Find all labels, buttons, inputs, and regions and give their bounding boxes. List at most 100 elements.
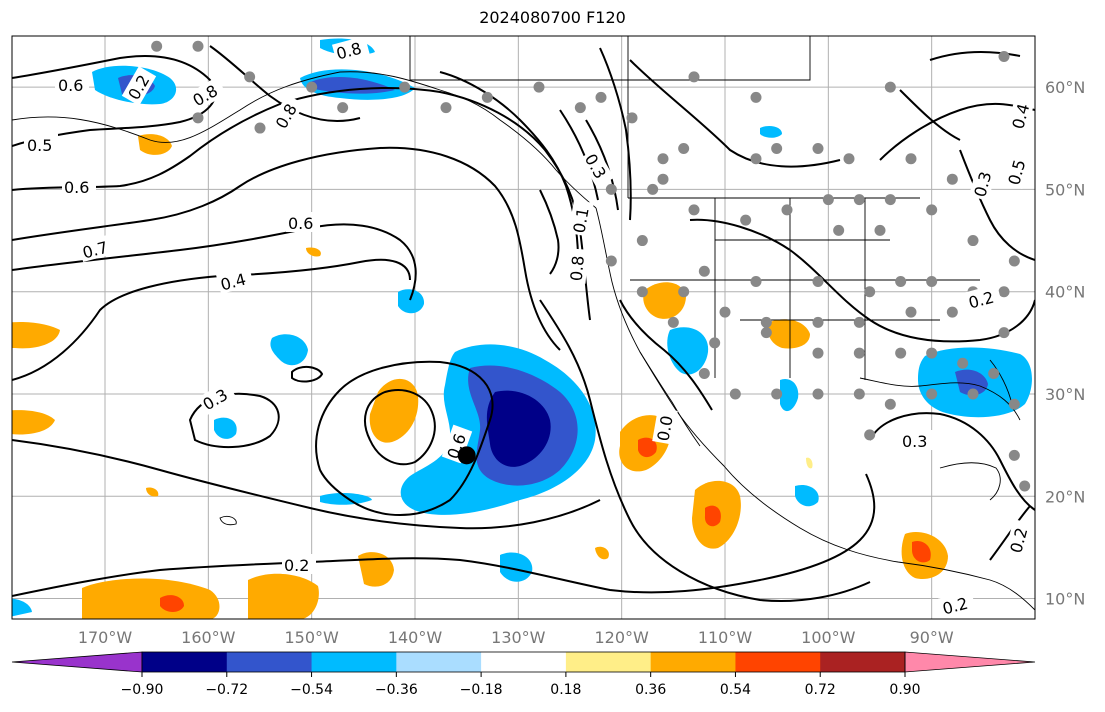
- station-point: [822, 194, 834, 206]
- station-point: [1008, 398, 1020, 410]
- contour-line: [539, 299, 871, 603]
- latitude-tick-label: 10°N: [1045, 590, 1085, 609]
- latitude-tick-label: 60°N: [1045, 78, 1085, 97]
- latitude-tick-label: 30°N: [1045, 385, 1085, 404]
- station-point: [192, 40, 204, 52]
- station-point: [926, 204, 938, 216]
- station-point: [636, 235, 648, 247]
- colorbar-segment: [396, 652, 482, 672]
- contour-line: [12, 223, 417, 301]
- shade-negative: [760, 126, 782, 138]
- gulf-coast: [859, 377, 1021, 421]
- station-point: [895, 347, 907, 359]
- shade-negative-strong: [310, 76, 395, 94]
- colorbar-tick-label: −0.54: [290, 682, 333, 698]
- contour-line: [209, 45, 361, 122]
- station-point: [678, 143, 690, 155]
- colorbar-segment: [481, 652, 567, 672]
- longitude-tick-label: 100°W: [801, 628, 856, 647]
- station-point: [946, 306, 958, 318]
- station-point: [926, 347, 938, 359]
- colorbar-tick-label: 0.54: [720, 682, 751, 698]
- station-point: [812, 143, 824, 155]
- contour-line: [12, 439, 601, 530]
- shade-positive: [306, 247, 321, 257]
- shade-negative: [795, 484, 819, 507]
- map-frame: [11, 35, 1036, 620]
- contour-line: [12, 146, 561, 351]
- station-point: [781, 204, 793, 216]
- contour-line: [689, 218, 1035, 343]
- contour-label: 0.1: [570, 206, 593, 234]
- station-point: [905, 153, 917, 165]
- shade-negative: [780, 378, 799, 412]
- contour-label: 0.3: [902, 432, 927, 451]
- shade-positive: [369, 378, 419, 443]
- station-point: [698, 265, 710, 277]
- colorbar-segment: [226, 652, 313, 672]
- contour-label: 0.6: [288, 214, 313, 233]
- station-point: [884, 81, 896, 93]
- colorbar-extend-low: [11, 651, 143, 673]
- station-point: [244, 71, 256, 83]
- shade-positive: [12, 410, 55, 435]
- longitude-tick-label: 140°W: [388, 628, 443, 647]
- colorbar-tick-label: −0.18: [460, 682, 503, 698]
- contour-line: [559, 109, 599, 201]
- contour-line: [959, 149, 1035, 261]
- colorbar-tick-label: 0.36: [635, 682, 666, 698]
- station-point: [337, 102, 349, 114]
- station-point: [833, 224, 845, 236]
- station-point: [626, 112, 638, 124]
- contour-line: [12, 473, 876, 597]
- station-point: [657, 173, 669, 185]
- station-point: [853, 194, 865, 206]
- contour-line: [364, 389, 436, 466]
- contour-line: [899, 89, 961, 141]
- station-point: [574, 102, 586, 114]
- station-point: [926, 275, 938, 287]
- station-point: [905, 306, 917, 318]
- shade-negative: [214, 417, 237, 439]
- longitude-labels: 170°W 160°W 150°W 140°W 130°W 120°W 110°W 100°W…: [78, 628, 954, 647]
- colorbar-tick-label: 0.90: [889, 682, 920, 698]
- shade-positive: [643, 282, 686, 319]
- station-point: [533, 81, 545, 93]
- contour-label: 0.8: [567, 255, 588, 282]
- station-point: [988, 368, 1000, 380]
- contour-lines: [12, 45, 1035, 603]
- shade-positive: [138, 134, 172, 155]
- station-point: [151, 40, 163, 52]
- shade-negative: [500, 552, 533, 582]
- station-point: [998, 286, 1010, 298]
- shade-negative: [320, 493, 372, 505]
- contour-line: [619, 299, 713, 411]
- shade-negative-strong: [955, 369, 988, 396]
- station-point: [998, 50, 1010, 62]
- colorbar-segment: [650, 652, 736, 672]
- station-point: [688, 204, 700, 216]
- contour-line: [539, 189, 560, 275]
- station-point: [853, 388, 865, 400]
- station-point: [967, 388, 979, 400]
- longitude-tick-label: 120°W: [594, 628, 649, 647]
- station-point: [729, 388, 741, 400]
- station-point: [698, 368, 710, 380]
- colorbar-segment: [820, 652, 906, 672]
- station-points: [151, 40, 1031, 492]
- station-point: [605, 255, 617, 267]
- station-point: [967, 235, 979, 247]
- colorbar-segment: [311, 652, 397, 672]
- shade-positive: [358, 552, 394, 587]
- longitude-tick-label: 130°W: [491, 628, 546, 647]
- station-point: [926, 388, 938, 400]
- colorbar-tick-label: 0.18: [550, 682, 581, 698]
- station-point: [254, 122, 266, 134]
- contour-line: [929, 50, 1021, 61]
- station-point: [957, 357, 969, 369]
- station-point: [946, 173, 958, 185]
- longitude-tick-label: 90°W: [910, 628, 954, 647]
- latitude-labels: 10°N 20°N 30°N 40°N 50°N 60°N: [1045, 78, 1085, 608]
- station-point: [771, 388, 783, 400]
